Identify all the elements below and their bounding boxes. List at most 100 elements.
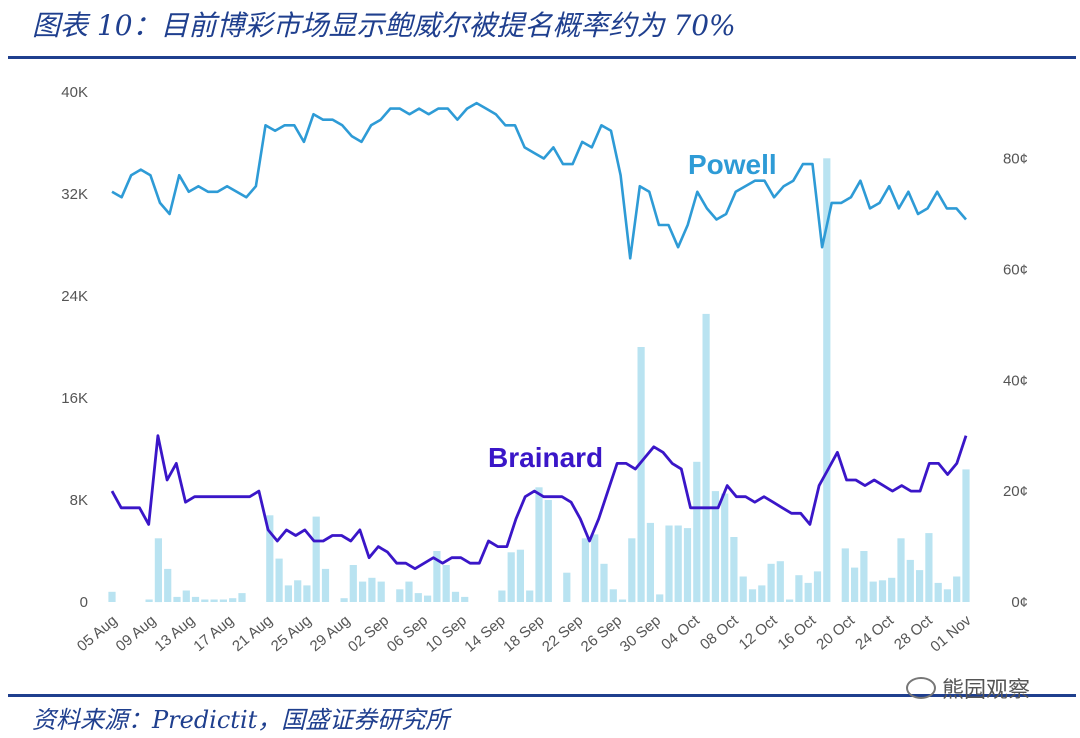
volume-bar	[396, 589, 404, 603]
right-axis-ticks: 0¢ 20¢ 40¢ 60¢ 80¢	[1003, 151, 1028, 612]
volume-bar	[498, 590, 506, 602]
left-axis-ticks: 0 8K 16K 24K 32K 40K	[61, 84, 88, 611]
volume-bar	[535, 487, 543, 603]
volume-bar	[591, 534, 599, 602]
volume-bar	[191, 596, 200, 602]
volume-bar	[795, 575, 803, 602]
volume-bar	[424, 595, 432, 602]
x-axis-tick-label: 26 Sep	[578, 612, 625, 656]
volume-bar	[284, 585, 292, 602]
x-axis-tick-label: 20 Oct	[813, 612, 858, 654]
volume-bar	[739, 576, 747, 602]
watermark-text: 熊园观察	[942, 678, 1031, 703]
volume-bar	[943, 589, 951, 603]
volume-bar	[767, 563, 775, 603]
left-axis-tick-label: 40K	[61, 84, 88, 101]
volume-bar	[321, 568, 330, 602]
powell-series-label: Powell	[688, 149, 777, 180]
volume-bar	[683, 528, 692, 602]
volume-bar	[888, 577, 896, 602]
volume-bar	[154, 538, 162, 603]
left-axis-tick-label: 32K	[61, 186, 88, 203]
volume-bar	[730, 537, 738, 602]
volume-bar	[841, 548, 849, 602]
x-axis-tick-label: 02 Sep	[345, 612, 392, 656]
x-axis-tick-label: 14 Sep	[461, 612, 508, 656]
volume-bar	[108, 591, 116, 602]
volume-bar	[953, 576, 961, 602]
volume-bar	[405, 581, 413, 602]
x-axis-tick-label: 28 Oct	[891, 612, 936, 654]
volume-bar	[229, 598, 237, 602]
volume-bar	[461, 596, 469, 602]
x-axis-tick-label: 17 Aug	[190, 612, 237, 655]
x-axis-tick-label: 29 Aug	[307, 612, 354, 655]
volume-bar	[665, 525, 673, 602]
volume-bar	[962, 469, 970, 602]
volume-bar	[674, 525, 682, 602]
left-axis-tick-label: 16K	[61, 390, 88, 407]
volume-bar	[173, 596, 181, 602]
source-note: 资料来源：Predictit，国盛证券研究所	[32, 706, 450, 734]
x-axis-tick-label: 08 Oct	[697, 612, 742, 654]
volume-bar	[581, 538, 589, 603]
bottom-rule	[8, 694, 1076, 697]
figure-title: 图表 10：目前博彩市场显示鲍威尔被提名概率约为 70%	[32, 9, 736, 42]
right-axis-tick-label: 60¢	[1003, 261, 1028, 278]
volume-bar	[219, 599, 227, 602]
top-rule	[8, 56, 1076, 59]
volume-bar	[906, 559, 914, 602]
volume-bar	[646, 522, 654, 602]
x-axis-tick-label: 30 Sep	[617, 612, 664, 656]
volume-bar	[544, 500, 552, 602]
volume-bar	[711, 491, 719, 602]
volume-bar	[164, 568, 172, 602]
volume-bar	[609, 589, 617, 603]
volume-bar	[340, 598, 348, 602]
volume-bar	[563, 572, 571, 602]
x-axis-tick-label: 24 Oct	[852, 612, 897, 654]
volume-bar	[238, 593, 246, 602]
series-lines	[110, 101, 968, 571]
volume-bar	[442, 565, 450, 602]
volume-bar	[897, 538, 905, 603]
volume-bar	[776, 561, 784, 602]
volume-bar	[349, 565, 357, 602]
volume-bars	[108, 158, 970, 603]
brainard-series-label: Brainard	[488, 442, 603, 473]
volume-bar	[145, 599, 153, 602]
volume-bar	[916, 570, 924, 602]
volume-bar	[516, 549, 524, 602]
x-axis-tick-label: 05 Aug	[74, 612, 121, 655]
volume-bar	[813, 571, 822, 602]
powell-line	[111, 101, 967, 260]
volume-bar	[823, 158, 831, 603]
left-axis-tick-label: 24K	[61, 288, 88, 305]
volume-bar	[266, 515, 274, 602]
volume-bar	[702, 313, 710, 602]
volume-bar	[377, 581, 385, 602]
volume-bar	[275, 558, 283, 602]
volume-bar	[656, 594, 664, 602]
volume-bar	[312, 516, 320, 602]
volume-bar	[637, 347, 645, 602]
volume-bar	[433, 551, 441, 602]
volume-bar	[925, 533, 933, 602]
volume-bar	[721, 493, 729, 602]
x-axis-tick-label: 09 Aug	[113, 612, 160, 655]
volume-bar	[210, 599, 218, 602]
volume-bar	[451, 591, 460, 602]
line-bar-chart: 0 8K 16K 24K 32K 40K 0¢ 20¢ 40¢ 60¢ 80¢ 05 Aug09 …	[61, 84, 1028, 656]
volume-bar	[878, 580, 887, 602]
volume-bar	[934, 582, 942, 602]
right-axis-tick-label: 20¢	[1003, 483, 1028, 500]
volume-bar	[758, 585, 766, 602]
volume-bar	[804, 582, 812, 602]
volume-bar	[693, 461, 701, 603]
x-axis-tick-label: 06 Sep	[384, 612, 431, 656]
x-axis-tick-label: 12 Oct	[736, 612, 781, 654]
volume-bar	[869, 581, 877, 602]
volume-bar	[303, 585, 311, 602]
volume-bar	[600, 563, 608, 603]
volume-bar	[860, 551, 868, 602]
